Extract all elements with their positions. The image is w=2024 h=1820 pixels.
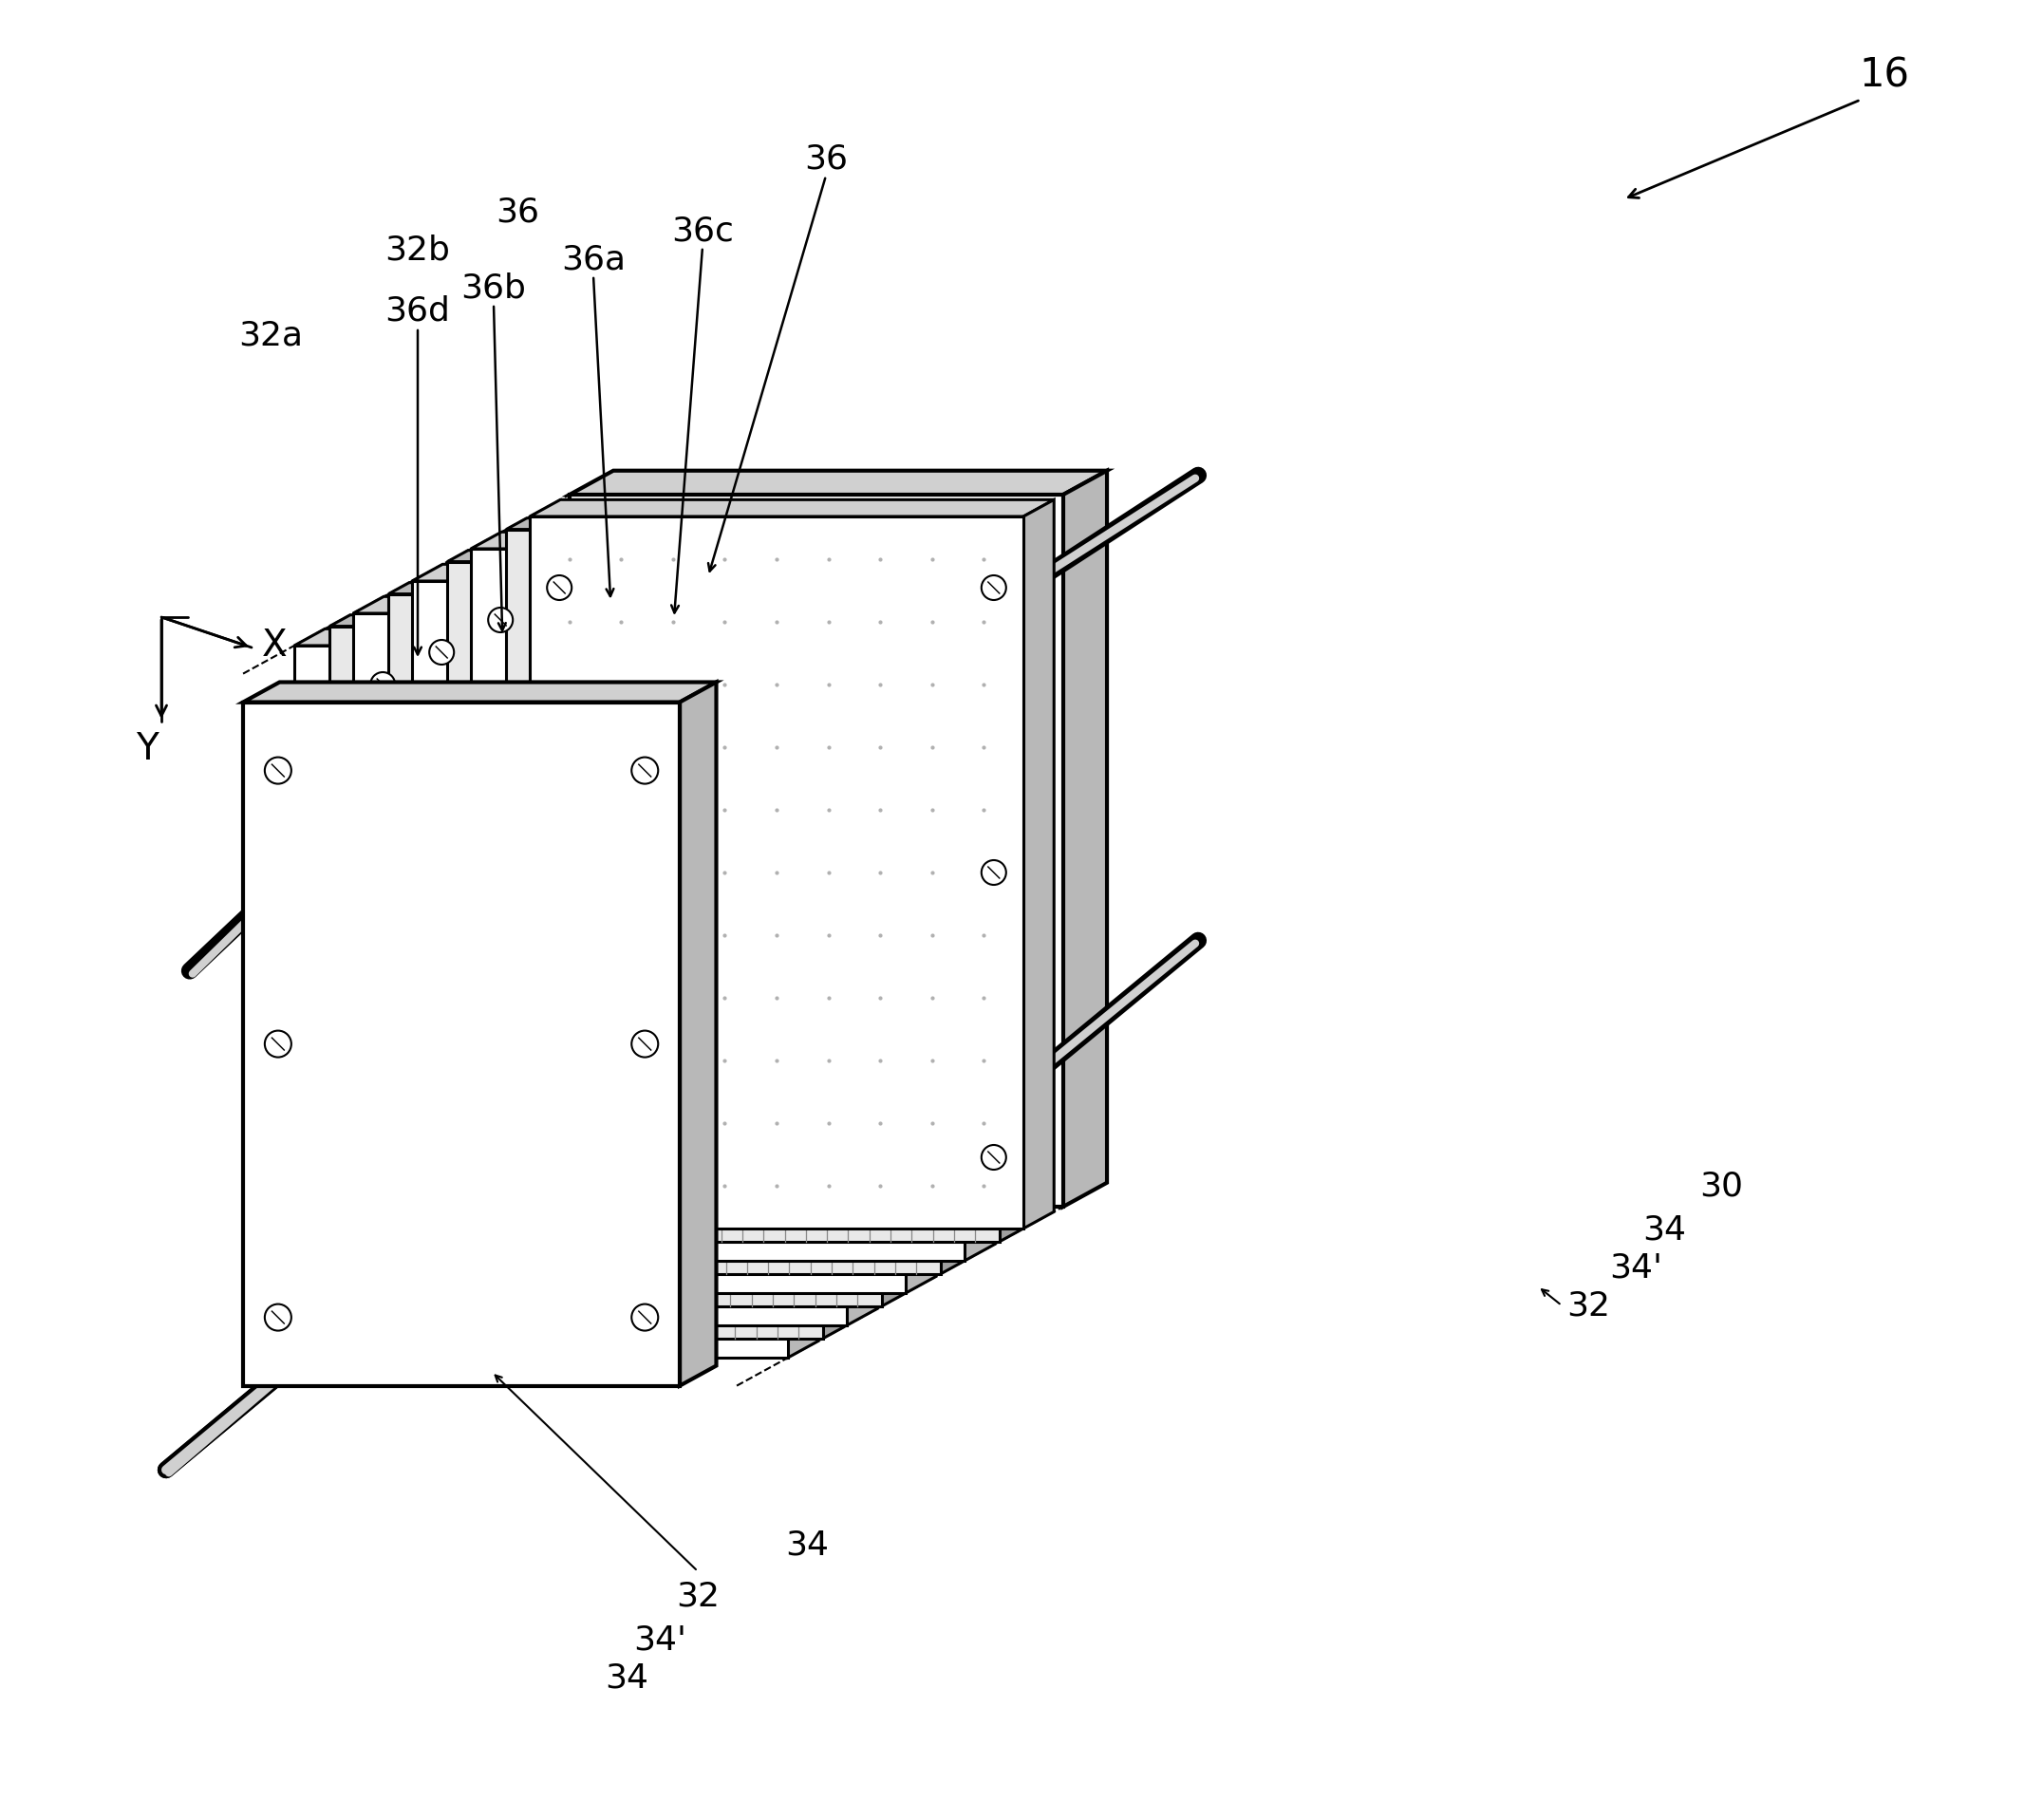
Circle shape: [312, 704, 336, 730]
Polygon shape: [352, 613, 846, 1325]
Text: 34': 34': [1609, 1252, 1662, 1283]
Polygon shape: [1000, 519, 1020, 1241]
Polygon shape: [293, 628, 818, 646]
Polygon shape: [330, 615, 844, 626]
Polygon shape: [506, 530, 1000, 1241]
Circle shape: [546, 575, 571, 601]
Circle shape: [806, 672, 830, 697]
Text: 34: 34: [785, 1529, 828, 1562]
Polygon shape: [1063, 471, 1107, 1207]
Circle shape: [923, 892, 947, 917]
Polygon shape: [530, 517, 1024, 1229]
Circle shape: [488, 1178, 512, 1201]
Circle shape: [747, 990, 771, 1014]
Circle shape: [982, 861, 1006, 885]
Text: 34: 34: [1641, 1214, 1686, 1245]
Polygon shape: [413, 581, 905, 1292]
Text: 36c: 36c: [672, 215, 735, 248]
Circle shape: [747, 1274, 771, 1299]
Circle shape: [923, 1178, 947, 1201]
Circle shape: [585, 1123, 611, 1148]
Circle shape: [429, 1210, 453, 1234]
Circle shape: [864, 925, 889, 950]
Text: 30: 30: [1700, 1170, 1743, 1203]
Circle shape: [265, 757, 291, 784]
Text: 32a: 32a: [239, 318, 304, 351]
Circle shape: [982, 1145, 1006, 1170]
Text: 34': 34': [634, 1623, 686, 1656]
Polygon shape: [787, 628, 818, 1358]
Text: X: X: [261, 628, 287, 664]
Polygon shape: [882, 582, 903, 1307]
Circle shape: [631, 757, 658, 784]
Circle shape: [429, 641, 453, 664]
Circle shape: [747, 704, 771, 730]
Text: 32: 32: [1567, 1289, 1609, 1321]
Polygon shape: [389, 582, 903, 593]
Circle shape: [429, 925, 453, 950]
Polygon shape: [569, 495, 1063, 1207]
Circle shape: [864, 641, 889, 664]
Text: 34: 34: [605, 1662, 648, 1694]
Polygon shape: [569, 471, 1107, 495]
Polygon shape: [941, 550, 961, 1274]
Text: 16: 16: [1860, 56, 1909, 96]
Circle shape: [806, 957, 830, 981]
Circle shape: [370, 1241, 395, 1267]
Polygon shape: [846, 597, 878, 1325]
Text: 36: 36: [496, 195, 538, 228]
Text: 36b: 36b: [461, 271, 526, 304]
Polygon shape: [824, 615, 844, 1338]
Circle shape: [546, 1145, 571, 1170]
Text: 36a: 36a: [561, 244, 625, 275]
Polygon shape: [243, 703, 680, 1385]
Circle shape: [806, 1241, 830, 1267]
Polygon shape: [472, 531, 996, 550]
Text: 32: 32: [676, 1582, 721, 1613]
Polygon shape: [905, 564, 937, 1292]
Circle shape: [265, 1030, 291, 1057]
Text: 36d: 36d: [385, 295, 451, 328]
Circle shape: [312, 1274, 336, 1299]
Circle shape: [1020, 1123, 1046, 1148]
Polygon shape: [506, 519, 1020, 530]
Polygon shape: [1024, 501, 1055, 1229]
Circle shape: [864, 1210, 889, 1234]
Text: 32b: 32b: [385, 233, 451, 266]
Circle shape: [312, 990, 336, 1014]
Polygon shape: [413, 564, 937, 581]
Polygon shape: [472, 550, 965, 1261]
Circle shape: [585, 553, 611, 579]
Circle shape: [488, 892, 512, 917]
Circle shape: [370, 672, 395, 697]
Polygon shape: [447, 562, 941, 1274]
Polygon shape: [680, 682, 716, 1385]
Polygon shape: [330, 626, 824, 1338]
Circle shape: [1020, 837, 1046, 864]
Circle shape: [923, 608, 947, 632]
Polygon shape: [243, 682, 716, 703]
Circle shape: [982, 575, 1006, 601]
Circle shape: [546, 861, 571, 885]
Circle shape: [370, 957, 395, 981]
Circle shape: [1020, 553, 1046, 579]
Polygon shape: [447, 550, 961, 562]
Polygon shape: [352, 597, 878, 613]
Circle shape: [265, 1305, 291, 1330]
Text: 36: 36: [804, 144, 848, 177]
Circle shape: [585, 837, 611, 864]
Polygon shape: [293, 646, 787, 1358]
Text: Y: Y: [136, 732, 158, 766]
Polygon shape: [965, 531, 996, 1261]
Circle shape: [631, 1305, 658, 1330]
Polygon shape: [530, 501, 1055, 517]
Circle shape: [488, 608, 512, 632]
Circle shape: [631, 1030, 658, 1057]
Polygon shape: [389, 593, 882, 1307]
